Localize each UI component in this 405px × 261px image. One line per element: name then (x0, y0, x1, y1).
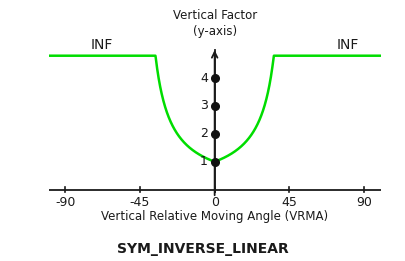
Text: 45: 45 (281, 196, 297, 209)
Text: Vertical Relative Moving Angle (VRMA): Vertical Relative Moving Angle (VRMA) (101, 210, 328, 223)
Text: -45: -45 (130, 196, 150, 209)
Text: 1: 1 (200, 155, 208, 168)
Text: Vertical Factor
(y-axis): Vertical Factor (y-axis) (173, 9, 257, 38)
Text: 0: 0 (211, 196, 219, 209)
Text: 90: 90 (356, 196, 372, 209)
Text: 4: 4 (200, 72, 208, 85)
Text: INF: INF (336, 38, 359, 51)
Text: -90: -90 (55, 196, 75, 209)
Text: SYM_INVERSE_LINEAR: SYM_INVERSE_LINEAR (117, 242, 288, 256)
Text: INF: INF (91, 38, 113, 51)
Text: 3: 3 (200, 99, 208, 112)
Text: 2: 2 (200, 127, 208, 140)
